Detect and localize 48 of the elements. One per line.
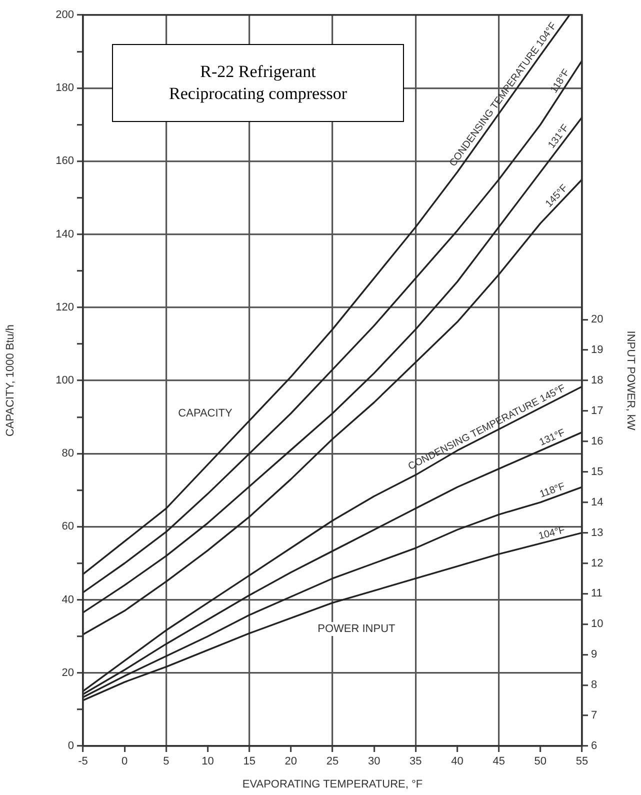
y-tick-label: 80: [62, 448, 74, 460]
text: 118°F: [538, 481, 567, 500]
y-tick-label: 200: [56, 9, 74, 22]
x-tick-label: 10: [202, 756, 214, 768]
x-tick-label: 5: [163, 756, 170, 768]
y2-tick-label: 20: [591, 314, 604, 326]
y-tick-label: 20: [62, 666, 74, 679]
y-tick-label: 40: [62, 594, 74, 606]
x-tick-label: 0: [122, 756, 128, 768]
y-tick-label: 100: [56, 374, 74, 387]
y2-tick-label: 12: [591, 557, 604, 570]
y2-tick-label: 15: [591, 466, 604, 478]
y2-tick-label: 13: [591, 526, 604, 539]
y-tick-label: 120: [56, 301, 74, 314]
x-tick-label: 25: [326, 756, 339, 768]
x-tick-label: 40: [451, 756, 464, 768]
y2-tick-label: 9: [591, 648, 598, 661]
annotation: CAPACITY: [178, 407, 234, 420]
x-tick-label: -5: [78, 756, 88, 768]
y-tick-label: 60: [62, 520, 74, 533]
text: 131°F: [538, 428, 567, 448]
title-box: R-22 Refrigerant Reciprocating compressor: [112, 44, 404, 122]
y-tick-label: 140: [56, 228, 74, 240]
y2-tick-label: 14: [591, 496, 604, 508]
x-tick-label: 45: [492, 756, 505, 768]
y-tick-label: 160: [56, 155, 74, 168]
x-tick-label: 50: [534, 756, 547, 768]
x-tick-label: 20: [284, 756, 298, 768]
y-tick-label: 180: [56, 82, 74, 94]
x-axis-title: EVAPORATING TEMPERATURE, °F: [242, 778, 423, 790]
y2-tick-label: 19: [591, 344, 604, 356]
y2-tick-label: 17: [591, 404, 604, 417]
y2-tick-label: 18: [591, 374, 604, 387]
annotation: POWER INPUT: [318, 623, 396, 636]
x-tick-label: 55: [576, 756, 588, 768]
y2-tick-label: 6: [591, 740, 598, 752]
y2-tick-label: 10: [591, 618, 604, 630]
y2-tick-label: 7: [591, 710, 598, 722]
y2-axis-title: INPUT POWER, kW: [624, 330, 636, 431]
x-tick-label: 30: [368, 756, 380, 768]
x-tick-label: 35: [410, 756, 422, 768]
text: 104°F: [538, 524, 566, 542]
x-tick-label: 15: [243, 756, 256, 768]
y2-tick-label: 8: [591, 679, 598, 692]
y2-tick-label: 11: [591, 588, 602, 600]
y2-tick-label: 16: [591, 435, 604, 448]
y-tick-label: 0: [68, 740, 74, 752]
y-axis-title: CAPACITY, 1000 Btu/h: [4, 324, 17, 437]
